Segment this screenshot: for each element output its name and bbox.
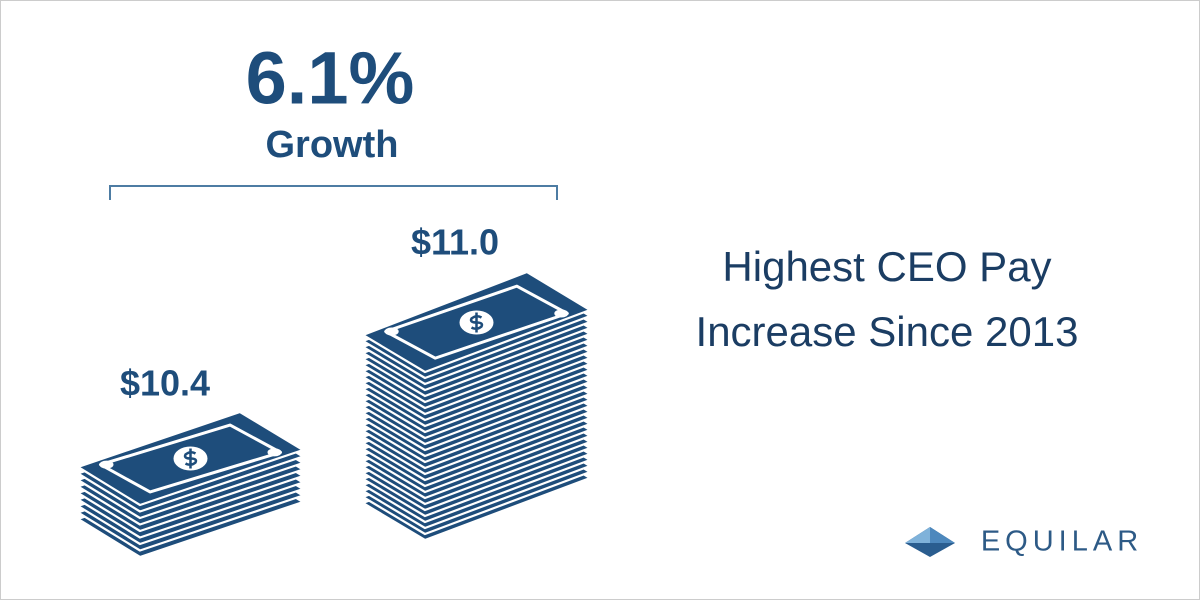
logo-icon bbox=[905, 527, 955, 557]
stack-label: $11.0 bbox=[411, 222, 499, 263]
bracket bbox=[109, 185, 558, 200]
bill-corner bbox=[384, 327, 399, 336]
logo-text: EQUILAR bbox=[981, 526, 1143, 558]
dollar-sign bbox=[469, 312, 484, 333]
bill-corner bbox=[267, 448, 282, 457]
stack-label: $10.4 bbox=[120, 363, 210, 404]
growth-value: 6.1% bbox=[246, 37, 415, 120]
headline-line: Highest CEO Pay bbox=[722, 243, 1051, 290]
bill-corner bbox=[554, 309, 569, 318]
dollar-sign bbox=[183, 448, 198, 469]
headline-line: Increase Since 2013 bbox=[696, 308, 1079, 355]
money-stacks bbox=[76, 270, 592, 559]
growth-label: Growth bbox=[266, 124, 399, 166]
bill-corner bbox=[99, 460, 114, 469]
